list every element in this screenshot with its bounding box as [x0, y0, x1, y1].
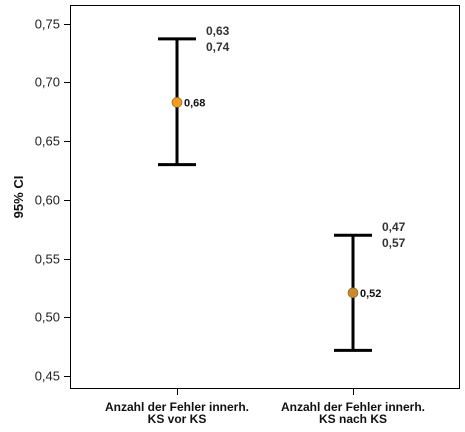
ci-annotation-lower: 0,74	[206, 40, 230, 54]
mean-value-label: 0,68	[184, 97, 205, 109]
ci-annotation-lower: 0,57	[382, 236, 406, 250]
y-tick-label: 0,45	[35, 369, 60, 384]
y-axis-label: 95% CI	[11, 176, 26, 219]
y-axis: 0,45 0,50 0,55 0,60 0,65 0,70 0,75	[35, 17, 70, 384]
ci-annotation-upper: 0,47	[382, 220, 406, 234]
y-tick-label: 0,65	[35, 134, 60, 149]
x-category-label: KS vor KS	[148, 412, 207, 426]
y-tick-label: 0,60	[35, 193, 60, 208]
y-tick-label: 0,55	[35, 252, 60, 267]
y-tick-label: 0,50	[35, 310, 60, 325]
x-category-label: KS nach KS	[319, 412, 387, 426]
error-bars: 0,68 0,63 0,74 0,52 0,47 0,57	[158, 24, 406, 352]
mean-value-label: 0,52	[360, 288, 381, 300]
x-axis: Anzahl der Fehler innerh.KS vor KSAnzahl…	[105, 389, 425, 426]
ci-annotation-upper: 0,63	[206, 24, 230, 38]
mean-marker	[347, 287, 359, 299]
plot-frame	[70, 5, 460, 389]
mean-marker	[171, 97, 183, 108]
y-tick-label: 0,70	[35, 75, 60, 90]
x-category-label: Anzahl der Fehler innerh.	[281, 400, 425, 414]
y-tick-label: 0,75	[35, 17, 60, 32]
x-category-label: Anzahl der Fehler innerh.	[105, 400, 249, 414]
